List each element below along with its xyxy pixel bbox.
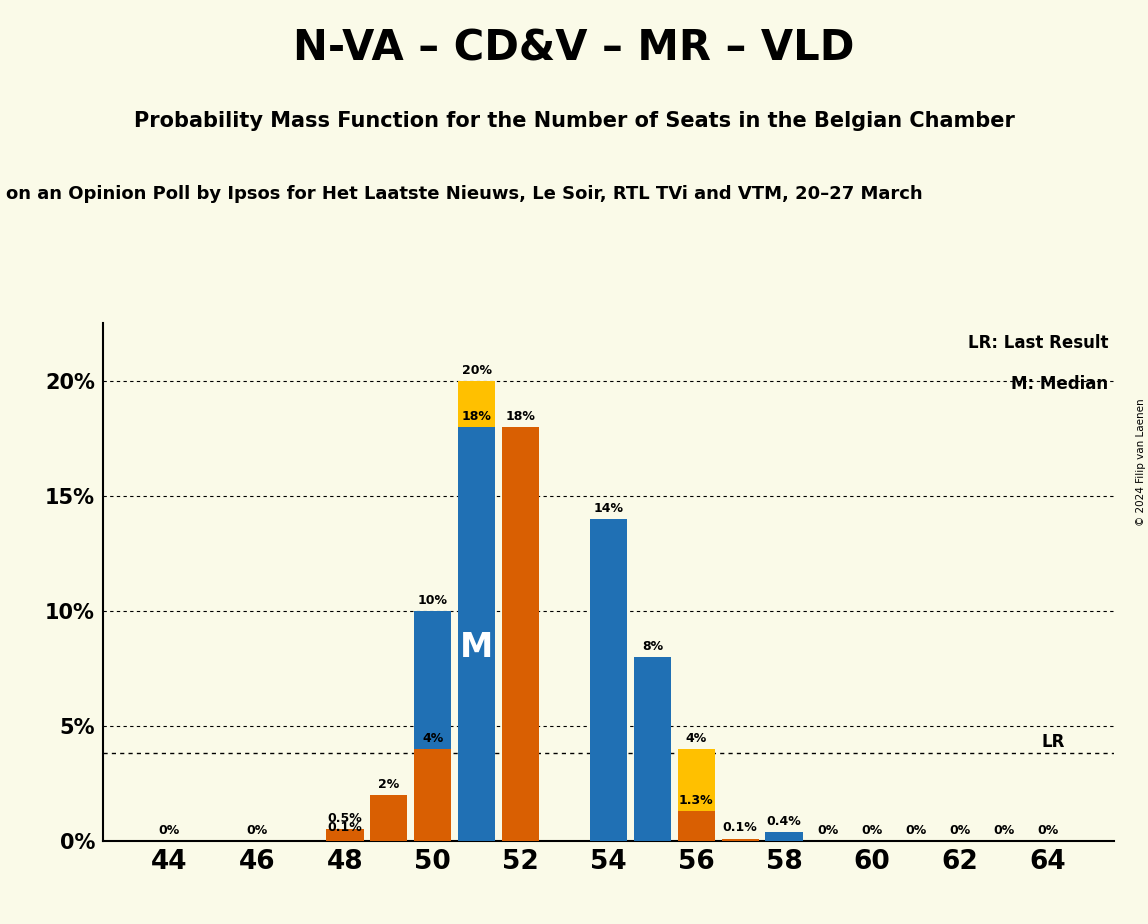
- Text: 1.3%: 1.3%: [678, 794, 714, 807]
- Text: 18%: 18%: [505, 409, 535, 423]
- Text: 14%: 14%: [594, 502, 623, 515]
- Text: M: M: [460, 631, 494, 664]
- Text: 0%: 0%: [861, 823, 883, 837]
- Bar: [677, 748, 715, 841]
- Bar: [502, 427, 540, 841]
- Text: 0.5%: 0.5%: [327, 812, 363, 825]
- Bar: [326, 830, 364, 841]
- Text: LR: LR: [1042, 733, 1065, 751]
- Text: on an Opinion Poll by Ipsos for Het Laatste Nieuws, Le Soir, RTL TVi and VTM, 20: on an Opinion Poll by Ipsos for Het Laat…: [6, 185, 922, 202]
- Bar: [370, 830, 408, 841]
- Text: 0%: 0%: [1037, 823, 1058, 837]
- Text: 0%: 0%: [817, 823, 839, 837]
- Text: 0%: 0%: [906, 823, 926, 837]
- Text: 4%: 4%: [685, 732, 707, 745]
- Text: 20%: 20%: [461, 364, 491, 377]
- Text: 2%: 2%: [378, 778, 400, 791]
- Bar: [414, 611, 451, 841]
- Bar: [458, 427, 495, 841]
- Bar: [766, 832, 802, 841]
- Bar: [722, 839, 759, 841]
- Text: M: Median: M: Median: [1011, 375, 1109, 393]
- Text: LR: Last Result: LR: Last Result: [968, 334, 1109, 352]
- Bar: [414, 748, 451, 841]
- Bar: [370, 795, 408, 841]
- Text: N-VA – CD&V – MR – VLD: N-VA – CD&V – MR – VLD: [293, 28, 855, 69]
- Text: 18%: 18%: [461, 409, 491, 423]
- Bar: [326, 839, 364, 841]
- Text: 0.1%: 0.1%: [723, 821, 758, 834]
- Bar: [590, 519, 627, 841]
- Text: 0%: 0%: [158, 823, 180, 837]
- Text: Probability Mass Function for the Number of Seats in the Belgian Chamber: Probability Mass Function for the Number…: [133, 111, 1015, 131]
- Text: 8%: 8%: [642, 639, 662, 652]
- Text: 0%: 0%: [949, 823, 970, 837]
- Text: 0.4%: 0.4%: [767, 814, 801, 828]
- Text: 0%: 0%: [247, 823, 267, 837]
- Text: 10%: 10%: [418, 594, 448, 607]
- Bar: [458, 381, 495, 841]
- Text: 4%: 4%: [422, 732, 443, 745]
- Text: 0.1%: 0.1%: [327, 821, 363, 834]
- Bar: [634, 657, 672, 841]
- Text: © 2024 Filip van Laenen: © 2024 Filip van Laenen: [1135, 398, 1146, 526]
- Bar: [677, 811, 715, 841]
- Text: 0%: 0%: [993, 823, 1015, 837]
